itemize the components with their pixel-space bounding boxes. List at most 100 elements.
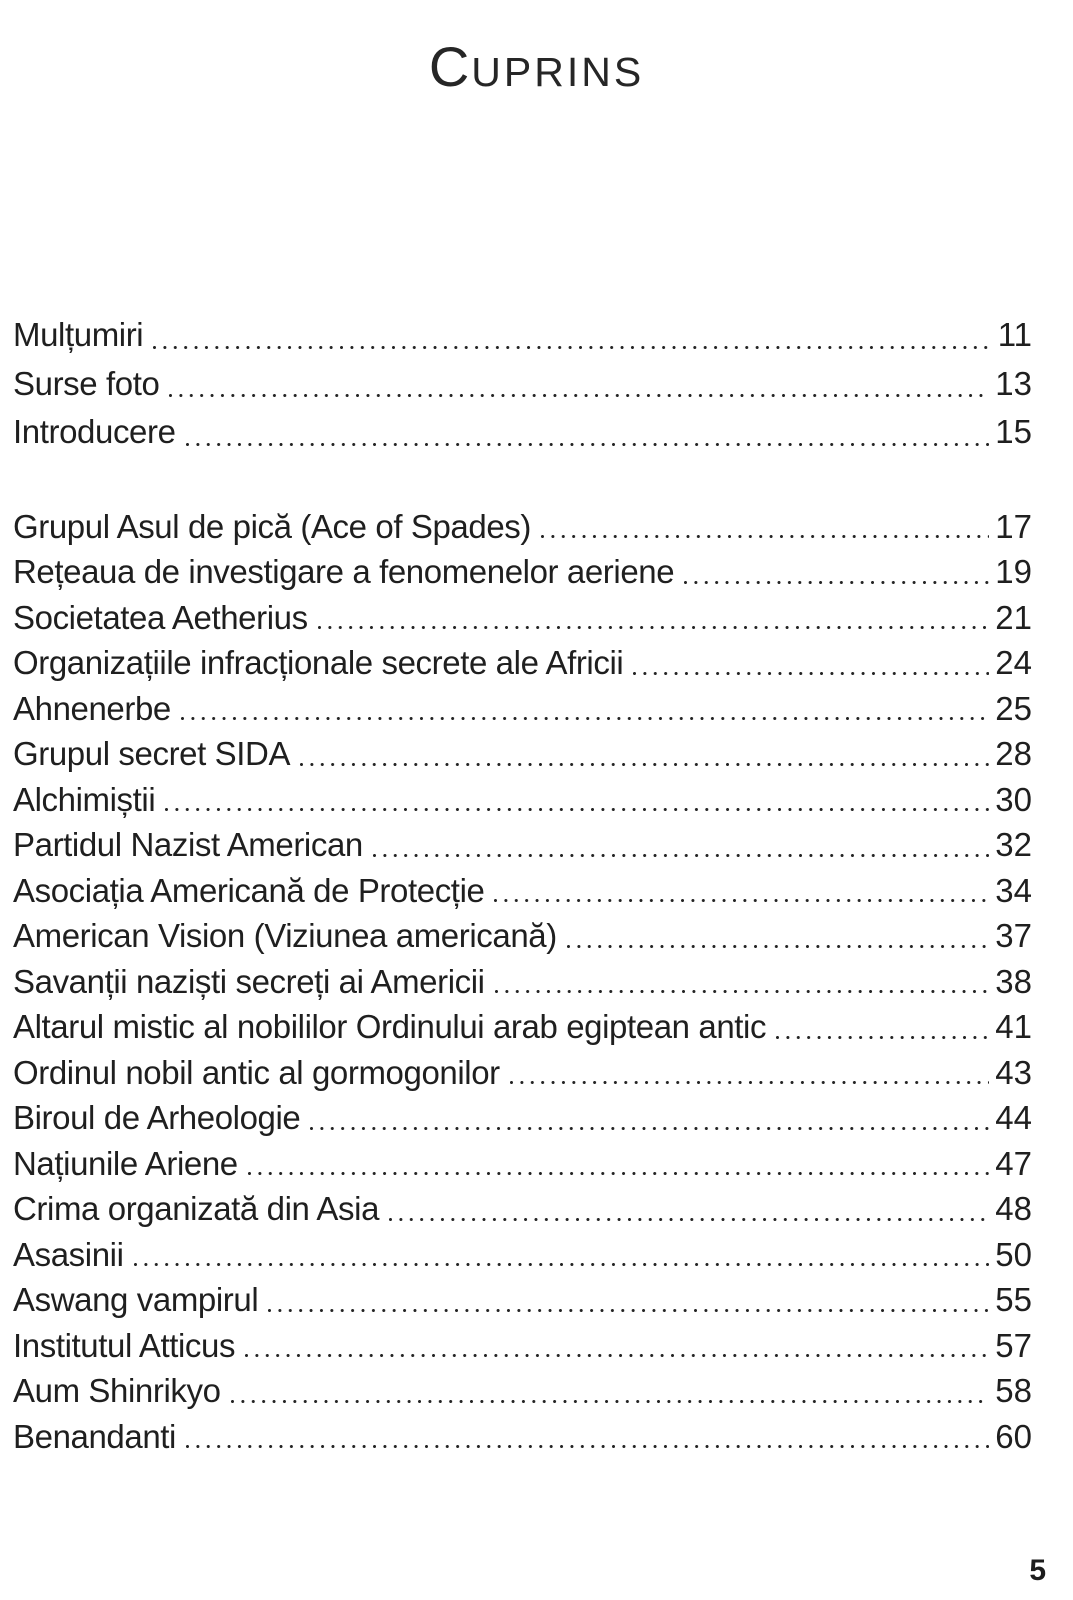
dot-leader	[153, 345, 992, 349]
toc-front-matter-section: Mulțumiri 11 Surse foto 13 Introducere 15	[13, 311, 1032, 457]
dot-leader	[165, 808, 990, 811]
toc-entry-page: 28	[995, 735, 1032, 772]
toc-entry-title: American Vision (Viziunea americană)	[13, 917, 557, 954]
toc-entry-title: Introducere	[13, 413, 176, 450]
dot-leader	[684, 580, 990, 584]
dot-leader	[300, 762, 990, 766]
dot-leader	[310, 1126, 990, 1130]
dot-leader	[247, 1172, 990, 1175]
toc-entry-page: 21	[995, 598, 1032, 636]
toc-entry-title: Mulțumiri	[13, 316, 144, 353]
toc-row: Societatea Aetherius 21	[13, 595, 1032, 641]
toc-entry-page: 32	[995, 826, 1032, 863]
toc-row: Rețeaua de investigare a fenomenelor aer…	[13, 549, 1032, 595]
toc-entry-title: Societatea Aetherius	[13, 598, 308, 636]
toc-row: Partidul Nazist American 32	[13, 822, 1032, 868]
dot-leader	[268, 1308, 990, 1312]
toc-entry-page: 47	[995, 1144, 1032, 1182]
toc-entry-title: Savanții naziști secreți ai Americii	[13, 962, 485, 1000]
toc-entry-title: Surse foto	[13, 364, 160, 402]
toc-row: Mulțumiri 11	[13, 311, 1032, 360]
toc-entry-title: Aum Shinrikyo	[13, 1372, 221, 1409]
dot-leader	[180, 717, 990, 720]
dot-leader	[169, 394, 990, 397]
toc-entry-page: 48	[995, 1190, 1032, 1227]
toc-row: Asociația Americană de Protecție 34	[13, 868, 1032, 914]
dot-leader	[185, 1445, 990, 1448]
toc-entry-page: 60	[995, 1417, 1032, 1455]
toc-entry-title: Altarul mistic al nobililor Ordinului ar…	[13, 1008, 767, 1045]
toc-entry-title: Alchimiștii	[13, 780, 156, 818]
toc-entry-title: Biroul de Arheologie	[13, 1099, 301, 1136]
dot-leader	[230, 1399, 990, 1403]
page-title-initial: C	[428, 35, 472, 98]
toc-entry-page: 50	[995, 1235, 1032, 1273]
toc-entry-title: Ordinul nobil antic al gormogonilor	[13, 1053, 500, 1091]
toc-entry-title: Națiunile Ariene	[13, 1144, 238, 1182]
toc-entry-title: Institutul Atticus	[13, 1326, 236, 1364]
toc-entry-title: Asasinii	[13, 1235, 124, 1273]
toc-entry-page: 37	[995, 917, 1032, 954]
toc-entry-page: 57	[995, 1326, 1032, 1364]
toc-entry-page: 17	[995, 507, 1032, 545]
page-number: 5	[1029, 1554, 1046, 1587]
toc-row: Benandanti 60	[13, 1414, 1032, 1460]
toc-row: Institutul Atticus 57	[13, 1323, 1032, 1369]
toc-entry-page: 41	[995, 1008, 1032, 1045]
toc-row: Savanții naziști secreți ai Americii 38	[13, 959, 1032, 1005]
toc-entry-title: Grupul Asul de pică (Ace of Spades)	[13, 507, 531, 545]
toc-row: Ahnenerbe 25	[13, 686, 1032, 732]
toc-entry-title: Asociația Americană de Protecție	[13, 871, 485, 909]
toc-entry-page: 11	[997, 316, 1032, 353]
dot-leader	[185, 442, 990, 446]
toc-entry-page: 43	[995, 1053, 1032, 1091]
dot-leader	[317, 626, 990, 629]
dot-leader	[540, 535, 990, 538]
table-of-contents: Mulțumiri 11 Surse foto 13 Introducere 15 G…	[0, 311, 1073, 1459]
toc-row: Aswang vampirul 55	[13, 1277, 1032, 1323]
toc-chapters-section: Grupul Asul de pică (Ace of Spades) 17 Re…	[13, 504, 1032, 1460]
toc-entry-page: 24	[995, 644, 1032, 681]
page-title: CUPRINS	[0, 0, 1073, 99]
toc-entry-page: 34	[995, 871, 1032, 909]
toc-row: Asasinii 50	[13, 1232, 1032, 1278]
toc-row: Aum Shinrikyo 58	[13, 1368, 1032, 1414]
toc-row: Grupul secret SIDA 28	[13, 731, 1032, 777]
toc-row: Crima organizată din Asia 48	[13, 1186, 1032, 1232]
toc-entry-title: Crima organizată din Asia	[13, 1190, 380, 1227]
dot-leader	[776, 1035, 990, 1039]
toc-entry-title: Rețeaua de investigare a fenomenelor aer…	[13, 553, 675, 590]
page-title-rest: UPRINS	[471, 49, 645, 95]
toc-entry-title: Aswang vampirul	[13, 1281, 259, 1318]
toc-row: Ordinul nobil antic al gormogonilor 43	[13, 1050, 1032, 1096]
dot-leader	[494, 899, 990, 902]
dot-leader	[245, 1354, 990, 1357]
toc-entry-page: 13	[995, 364, 1032, 402]
toc-entry-title: Grupul secret SIDA	[13, 735, 291, 772]
toc-row: American Vision (Viziunea americană) 37	[13, 913, 1032, 959]
dot-leader	[633, 671, 990, 675]
dot-leader	[509, 1081, 990, 1084]
toc-entry-page: 25	[995, 689, 1032, 727]
toc-row: Grupul Asul de pică (Ace of Spades) 17	[13, 504, 1032, 550]
toc-entry-title: Partidul Nazist American	[13, 826, 363, 863]
dot-leader	[494, 990, 990, 993]
toc-entry-page: 30	[995, 780, 1032, 818]
toc-entry-title: Benandanti	[13, 1417, 176, 1455]
toc-row: Surse foto 13	[13, 360, 1032, 409]
dot-leader	[389, 1217, 990, 1221]
toc-entry-page: 38	[995, 962, 1032, 1000]
toc-entry-page: 19	[995, 553, 1032, 590]
toc-entry-page: 44	[995, 1099, 1032, 1136]
dot-leader	[372, 853, 990, 857]
toc-row: Altarul mistic al nobililor Ordinului ar…	[13, 1004, 1032, 1050]
toc-entry-page: 15	[995, 413, 1032, 450]
toc-entry-page: 55	[995, 1281, 1032, 1318]
toc-row: Organizațiile infracționale secrete ale …	[13, 640, 1032, 686]
toc-entry-page: 58	[995, 1372, 1032, 1409]
dot-leader	[133, 1263, 990, 1266]
toc-row: Biroul de Arheologie 44	[13, 1095, 1032, 1141]
toc-row: Națiunile Ariene 47	[13, 1141, 1032, 1187]
toc-row: Alchimiștii 30	[13, 777, 1032, 823]
toc-entry-title: Ahnenerbe	[13, 689, 171, 727]
